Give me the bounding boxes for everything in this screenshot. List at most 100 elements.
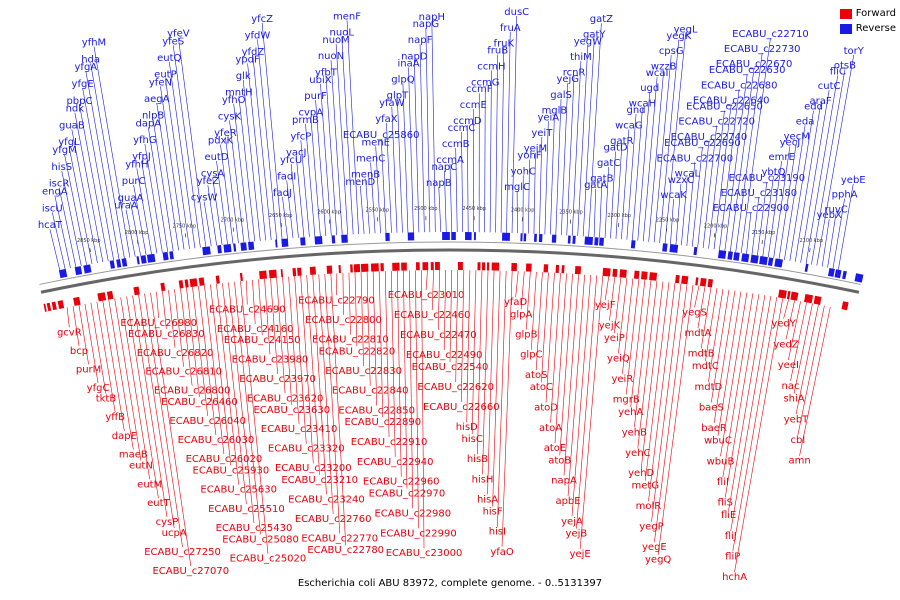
- gene-connector: [455, 148, 458, 233]
- forward-gene-label: yeiP: [604, 333, 625, 344]
- gene-connector: [648, 282, 676, 502]
- gene-connector: [659, 39, 680, 243]
- forward-gene: [392, 262, 400, 271]
- reverse-gene-label: yfgA: [75, 62, 98, 73]
- gene-connector: [431, 270, 434, 311]
- forward-gene-label: fliP: [725, 551, 740, 562]
- reverse-gene-label: yfgL: [58, 137, 80, 148]
- forward-gene-label: ECABU_c23630: [253, 405, 330, 416]
- gene-connector: [506, 31, 511, 233]
- reverse-gene-label: ccmH: [477, 61, 505, 72]
- reverse-gene-label: uraA: [114, 201, 138, 212]
- reverse-gene-label: yfcZ: [251, 14, 273, 25]
- gene-connector: [79, 104, 109, 262]
- legend-item-forward: Forward: [839, 6, 896, 21]
- forward-gene: [292, 268, 297, 277]
- forward-gene: [106, 290, 114, 300]
- reverse-gene-label: napB: [426, 178, 452, 189]
- forward-gene-label: shiA: [783, 394, 804, 405]
- reverse-gene-label: yfgE: [72, 79, 94, 90]
- gene-connector: [93, 46, 131, 258]
- gene-connector: [797, 305, 825, 436]
- gene-connector: [288, 276, 300, 425]
- forward-gene-label: ECABU_c23410: [261, 424, 338, 435]
- gene-connector: [58, 187, 77, 268]
- gene-connector: [622, 278, 634, 374]
- forward-gene-label: yedY: [771, 319, 796, 330]
- reverse-gene-label: fruK: [494, 39, 515, 50]
- forward-gene-label: ECABU_c22800: [305, 315, 382, 326]
- gene-connector: [148, 127, 169, 252]
- gene-connector: [282, 196, 288, 239]
- gene-connector: [767, 161, 782, 258]
- gene-connector: [500, 47, 505, 233]
- map-caption: Escherichia coli ABU 83972, complete gen…: [297, 578, 603, 589]
- gene-connector: [593, 189, 597, 238]
- forward-gene: [189, 278, 198, 288]
- gene-connector: [515, 271, 519, 298]
- gene-connector: [626, 114, 637, 240]
- reverse-gene-label: wzxC: [668, 175, 694, 186]
- reverse-gene-label: ECABU_c22900: [713, 203, 790, 214]
- gene-connector: [258, 279, 263, 336]
- gene-connector: [449, 163, 453, 233]
- forward-gene-label: ECABU_c26820: [137, 348, 214, 359]
- forward-gene-label: ECABU_c23970: [239, 374, 316, 385]
- reverse-gene-label: torY: [844, 46, 865, 57]
- kbp-label: 2850 kbp: [77, 238, 101, 244]
- reverse-gene: [750, 254, 759, 264]
- forward-gene-label: ECABU_c25510: [208, 504, 285, 515]
- forward-gene-label: yejA: [561, 516, 583, 527]
- gene-connector: [632, 107, 643, 241]
- gene-connector: [651, 283, 682, 522]
- reverse-gene-label: ubiX: [309, 75, 331, 86]
- gene-connector: [234, 281, 261, 535]
- forward-gene-label: ECABU_c22490: [406, 350, 483, 361]
- forward-gene-label: yegS: [682, 307, 707, 318]
- reverse-gene-label: ccmC: [448, 123, 476, 134]
- gene-connector: [210, 284, 232, 466]
- forward-gene-label: ECABU_c25080: [222, 534, 299, 545]
- forward-gene: [619, 269, 627, 278]
- reverse-gene-label: eutP: [154, 70, 176, 81]
- gene-connector: [443, 269, 446, 351]
- forward-gene: [415, 262, 420, 271]
- reverse-gene-label: aegA: [144, 94, 170, 105]
- gene-connector: [305, 123, 316, 237]
- forward-gene-label: cbl: [791, 435, 806, 446]
- forward-gene: [338, 265, 341, 274]
- gene-connector: [675, 183, 682, 245]
- reverse-gene: [669, 244, 679, 253]
- gene-connector: [96, 301, 116, 413]
- kbp-label: 2600 kbp: [317, 210, 341, 216]
- gene-connector: [621, 129, 630, 240]
- forward-gene: [640, 271, 648, 280]
- forward-gene-label: napA: [551, 476, 577, 487]
- reverse-gene-label: yecJ: [780, 137, 801, 148]
- gene-connector: [708, 288, 724, 382]
- forward-gene: [46, 302, 52, 312]
- reverse-gene-label: engA: [42, 187, 68, 198]
- reverse-gene-label: ndk: [66, 104, 85, 115]
- gene-connector: [74, 112, 104, 263]
- reverse-gene-label: yebE: [841, 175, 866, 186]
- gene-connector: [799, 306, 831, 456]
- gene-connector: [152, 119, 174, 252]
- gene-connector: [471, 270, 477, 435]
- forward-gene-label: dapE: [112, 431, 137, 442]
- forward-gene-label: yeiR: [611, 374, 633, 385]
- gene-connector: [242, 79, 261, 241]
- forward-gene: [326, 265, 333, 274]
- gene-connector: [186, 287, 200, 397]
- gene-connector: [198, 286, 217, 436]
- gene-connector: [533, 152, 536, 234]
- forward-gene-label: eutM: [137, 479, 162, 490]
- reverse-gene-label: ECABU_c22650: [686, 102, 763, 113]
- gene-connector: [216, 283, 240, 485]
- gene-connector: [654, 284, 688, 543]
- forward-gene-label: ECABU_c27250: [144, 547, 221, 558]
- gene-connector: [571, 60, 582, 236]
- reverse-gene-label: yfhM: [82, 38, 106, 49]
- gene-connector: [691, 147, 703, 247]
- gene-connector: [784, 125, 806, 260]
